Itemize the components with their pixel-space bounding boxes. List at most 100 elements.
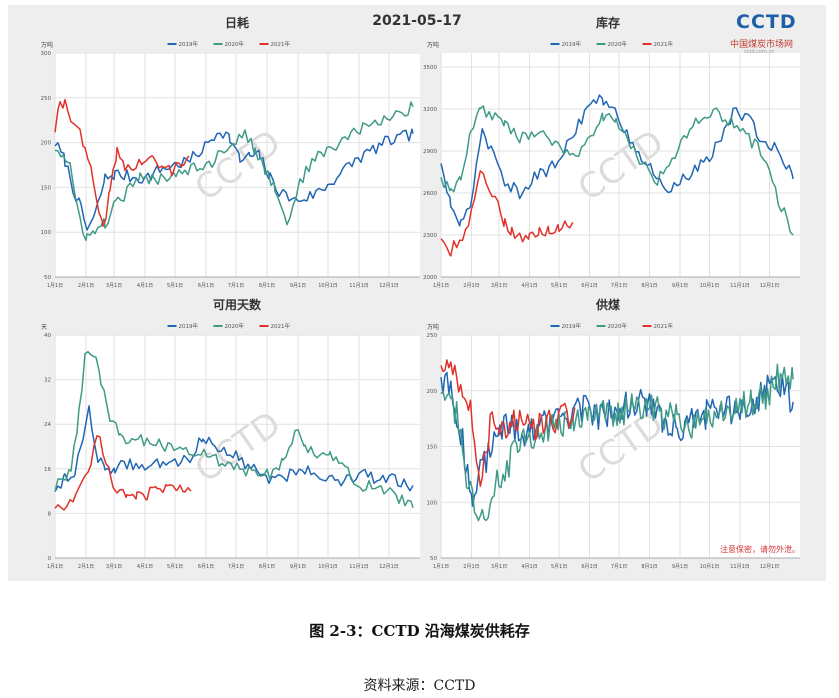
y-tick-label: 300 [41,51,52,57]
y-tick-label: 8 [48,511,52,517]
y-unit-label: 万吨 [427,323,439,331]
y-tick-label: 3200 [423,107,437,113]
y-tick-label: 100 [41,230,52,236]
x-tick-label: 7月1日 [611,283,627,289]
x-tick-label: 6月1日 [581,564,597,570]
chart-figure: CCTD 50 100 150 200 250 300 1月1日 2月1日 3月1日 4月1日 5月1… [8,5,826,581]
x-tick-label: 1月1日 [433,283,449,289]
y-tick-label: 40 [44,333,51,339]
series-line-2021年 [54,98,190,227]
legend-label: 2019年 [562,40,582,48]
y-tick-label: 3500 [423,65,437,71]
y-tick-label: 50 [430,556,437,562]
x-tick-label: 10月1日 [700,564,720,570]
y-tick-label: 250 [41,96,52,102]
x-tick-label: 11月1日 [349,283,369,289]
series-line-2021年 [440,170,574,257]
brand-name: 中国煤炭市场网 [730,40,794,50]
y-tick-label: 0 [48,556,52,562]
x-tick-label: 12月1日 [379,564,399,570]
x-tick-label: 11月1日 [349,564,369,570]
legend-label: 2021年 [271,40,291,48]
series-line-2021年 [54,435,192,511]
figure-caption: 图 2-3：CCTD 沿海煤炭供耗存 [309,622,530,640]
y-tick-label: 2600 [423,191,437,197]
legend-label: 2019年 [562,322,582,330]
y-tick-label: 200 [41,141,52,147]
x-tick-label: 6月1日 [198,283,214,289]
series-line-2021年 [440,359,576,487]
x-tick-label: 1月1日 [433,564,449,570]
x-tick-label: 4月1日 [137,283,153,289]
y-unit-label: 万吨 [41,41,53,49]
x-tick-label: 5月1日 [167,283,183,289]
y-tick-label: 16 [44,467,51,473]
brand-mark: CCTD [736,11,797,33]
x-tick-label: 12月1日 [760,564,780,570]
y-tick-label: 2900 [423,149,437,155]
x-tick-label: 7月1日 [228,283,244,289]
x-tick-label: 4月1日 [137,564,153,570]
x-tick-label: 4月1日 [521,283,537,289]
chart-date: 2021-05-17 [372,13,462,29]
x-tick-label: 5月1日 [551,564,567,570]
chart-title: 可用天数 [213,297,262,312]
chart-title: 供煤 [595,297,620,312]
x-tick-label: 5月1日 [551,283,567,289]
x-tick-label: 10月1日 [318,564,338,570]
x-tick-label: 3月1日 [491,283,507,289]
brand-logo: CCTD 中国煤炭市场网 cctd.com.cn [726,11,816,57]
y-tick-label: 150 [427,445,438,451]
x-tick-label: 9月1日 [290,283,306,289]
x-tick-label: 2月1日 [463,283,479,289]
y-tick-label: 200 [427,389,438,395]
legend-label: 2020年 [608,322,628,330]
x-tick-label: 3月1日 [106,564,122,570]
series-line-2020年 [54,350,414,509]
figure-source: 资料来源：CCTD [363,678,476,694]
y-tick-label: 2000 [423,275,437,281]
series-line-2020年 [54,101,414,242]
x-tick-label: 11月1日 [730,564,750,570]
legend-label: 2021年 [654,322,674,330]
x-tick-label: 2月1日 [463,564,479,570]
legend-label: 2020年 [225,40,245,48]
x-tick-label: 9月1日 [290,564,306,570]
legend-label: 2020年 [225,322,245,330]
y-tick-label: 250 [427,333,438,339]
chart-title: 库存 [596,15,620,30]
x-tick-label: 7月1日 [611,564,627,570]
legend-label: 2019年 [179,322,199,330]
x-tick-label: 1月1日 [47,564,63,570]
x-tick-label: 6月1日 [198,564,214,570]
x-tick-label: 8月1日 [641,564,657,570]
legend-label: 2020年 [608,40,628,48]
x-tick-label: 6月1日 [581,283,597,289]
x-tick-label: 8月1日 [641,283,657,289]
brand-url: cctd.com.cn [744,49,775,55]
x-tick-label: 12月1日 [760,283,780,289]
y-tick-label: 2300 [423,233,437,239]
x-tick-label: 2月1日 [78,283,94,289]
y-unit-label: 天 [41,324,47,331]
x-tick-label: 8月1日 [259,564,275,570]
x-tick-label: 1月1日 [47,283,63,289]
x-tick-label: 9月1日 [672,283,688,289]
series-line-2019年 [440,94,794,227]
x-tick-label: 2月1日 [78,564,94,570]
y-tick-label: 24 [44,422,51,428]
x-tick-label: 10月1日 [318,283,338,289]
x-tick-label: 12月1日 [379,283,399,289]
x-tick-label: 4月1日 [521,564,537,570]
y-tick-label: 100 [427,500,438,506]
confidential-warning: 注意保密，请勿外泄。 [720,545,800,554]
series-line-2020年 [440,105,794,236]
x-tick-label: 5月1日 [167,564,183,570]
x-tick-label: 9月1日 [672,564,688,570]
legend-label: 2021年 [654,40,674,48]
